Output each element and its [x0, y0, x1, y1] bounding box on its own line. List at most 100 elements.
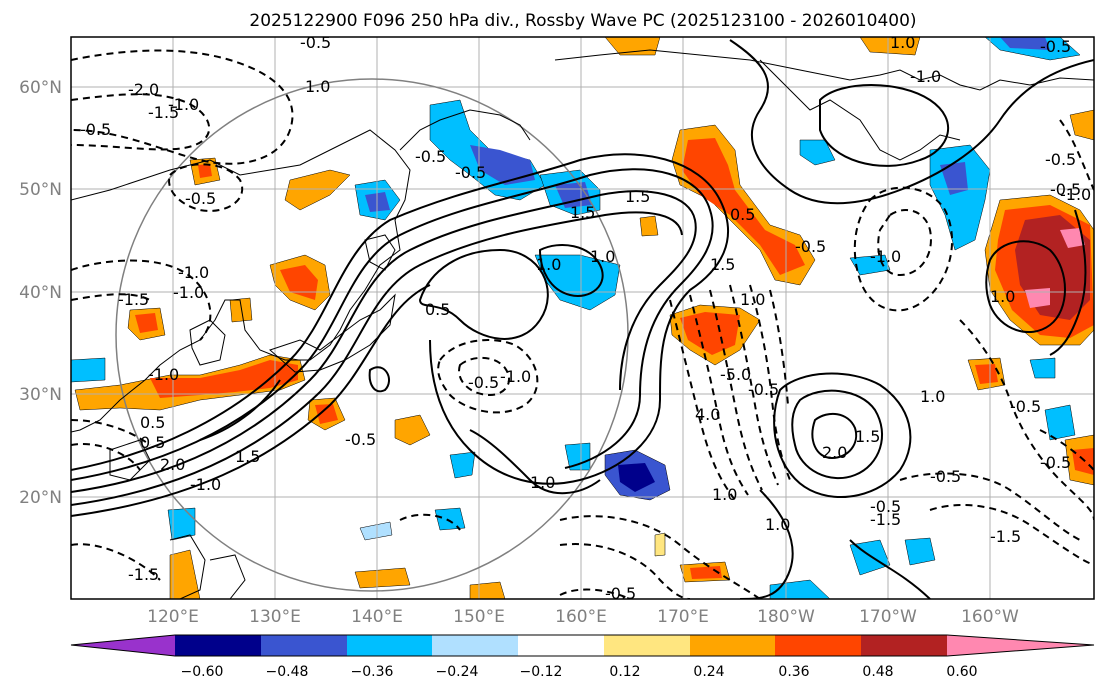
- contour-label: -1.5: [128, 565, 159, 584]
- colorbar-tick-label: 0.36: [778, 664, 809, 680]
- contour-label: 1.0: [765, 515, 790, 534]
- contour-label: 1.5: [710, 255, 735, 274]
- colorbar-segment: [604, 635, 690, 656]
- contour-label: -1.5: [148, 103, 179, 122]
- contour-label: -0.5: [185, 189, 216, 208]
- positive-divergence-area: [315, 404, 338, 424]
- lon-label: 150°E: [453, 607, 505, 627]
- contour-label: 0.5: [730, 205, 755, 224]
- contour-label: -1.0: [500, 367, 531, 386]
- contour-label: -0.5: [300, 33, 331, 52]
- longitude-labels: 120°E 130°E 140°E 150°E 160°E 170°E 180°…: [147, 607, 1019, 627]
- positive-divergence-area: [169, 549, 201, 599]
- lat-label: 30°N: [19, 385, 62, 405]
- colorbar-segment: [775, 635, 861, 656]
- contour-label: 1.0: [305, 77, 330, 96]
- positive-divergence-area: [639, 215, 659, 237]
- contour-label: -0.5: [748, 380, 779, 399]
- contour-label: 2.0: [822, 443, 847, 462]
- negative-divergence-area: [940, 162, 968, 195]
- negative-divergence-area: [904, 537, 936, 566]
- positive-divergence-area: [680, 312, 740, 355]
- lat-label: 50°N: [19, 180, 62, 200]
- contour-label: -1.5: [990, 527, 1021, 546]
- contour-label: 4.0: [695, 405, 720, 424]
- colorbar-segment: [690, 635, 775, 656]
- negative-divergence-area: [799, 139, 836, 166]
- contour-label: -0.5: [1010, 397, 1041, 416]
- negative-divergence-area: [449, 451, 476, 479]
- contour-label: -0.5: [345, 430, 376, 449]
- colorbar: −0.60 −0.48 −0.36 −0.24 −0.12 0.12 0.24 …: [70, 634, 1095, 680]
- positive-divergence-area: [280, 265, 318, 300]
- contour-label: -0.5: [80, 120, 111, 139]
- colorbar-segment: [518, 635, 604, 656]
- divergence-fill-layer: [71, 37, 1094, 599]
- positive-divergence-area: [284, 169, 351, 211]
- negative-divergence-area: [434, 507, 466, 531]
- positive-divergence-area: [654, 532, 666, 557]
- contour-label: 0.5: [140, 433, 165, 452]
- contour-label: -0.5: [1050, 180, 1081, 199]
- contour-label: 1.0: [920, 387, 945, 406]
- colorbar-tick-label: −0.48: [266, 664, 309, 680]
- colorbar-tick-label: 0.24: [693, 664, 724, 680]
- contour-label: 1.5: [570, 203, 595, 222]
- positive-divergence-area: [198, 164, 212, 178]
- contour-label: -0.5: [455, 163, 486, 182]
- contour-label: -1.0: [870, 247, 901, 266]
- contour-label: -1.0: [168, 95, 199, 114]
- contour-label: -0.5: [605, 584, 636, 603]
- lon-label: 120°E: [147, 607, 199, 627]
- map-panel: -0.5 -2.0 -1.5 -1.0 -0.5 -0.5 1.0 -0.5 -…: [71, 33, 1094, 603]
- negative-divergence-area: [1044, 404, 1076, 441]
- negative-divergence-area: [470, 145, 535, 185]
- positive-divergence-area: [150, 360, 298, 398]
- lon-label: 180°W: [757, 607, 815, 627]
- contour-label: -1.0: [178, 263, 209, 282]
- positive-divergence-area: [682, 138, 805, 275]
- colorbar-tick-label: 0.48: [862, 664, 893, 680]
- contour-label: -0.5: [468, 373, 499, 392]
- lon-label: 140°E: [351, 607, 403, 627]
- colorbar-outline: [70, 634, 1095, 657]
- map-title: 2025122900 F096 250 hPa div., Rossby Wav…: [249, 11, 916, 31]
- colorbar-tick-label: −0.24: [436, 664, 479, 680]
- contour-label: 1.0: [712, 485, 737, 504]
- colorbar-ticks: −0.60 −0.48 −0.36 −0.24 −0.12 0.12 0.24 …: [181, 664, 978, 680]
- lat-label: 40°N: [19, 283, 62, 303]
- positive-divergence-area: [135, 313, 158, 333]
- contour-label: -1.5: [870, 510, 901, 529]
- contour-label: -0.5: [930, 467, 961, 486]
- contour-label: 1.0: [536, 255, 561, 274]
- contour-label: -0.5: [1045, 150, 1076, 169]
- contour-label: -0.5: [795, 237, 826, 256]
- lon-label: 160°W: [961, 607, 1019, 627]
- colorbar-tick-label: −0.60: [181, 664, 224, 680]
- contour-label: 1.0: [890, 33, 915, 52]
- colorbar-segment: [861, 635, 947, 656]
- contour-label: 1.5: [855, 427, 880, 446]
- contour-label: -2.0: [128, 80, 159, 99]
- positive-divergence-area: [1072, 448, 1094, 475]
- contour-labels: -0.5 -2.0 -1.5 -1.0 -0.5 -0.5 1.0 -0.5 -…: [80, 33, 1091, 603]
- positive-divergence-area: [469, 581, 506, 599]
- positive-divergence-area: [1069, 109, 1094, 141]
- negative-divergence-area: [359, 521, 393, 541]
- contours-negative: [71, 49, 1094, 599]
- positive-divergence-area: [354, 567, 411, 589]
- contour-label: -0.5: [870, 497, 901, 516]
- colorbar-tick-label: −0.12: [520, 664, 563, 680]
- negative-divergence-area: [534, 254, 621, 311]
- colorbar-tick-label: −0.36: [351, 664, 394, 680]
- contour-label: -1.0: [910, 67, 941, 86]
- contour-label: 0.5: [140, 413, 165, 432]
- latitude-labels: 60°N 50°N 40°N 30°N 20°N: [19, 78, 62, 508]
- colorbar-extend-high: [947, 635, 1094, 656]
- contour-label: -1.5: [118, 290, 149, 309]
- contour-label: -0.5: [415, 147, 446, 166]
- contour-label: -0.5: [1040, 37, 1071, 56]
- contour-label: -1.0: [173, 283, 204, 302]
- contour-label: 1.5: [235, 447, 260, 466]
